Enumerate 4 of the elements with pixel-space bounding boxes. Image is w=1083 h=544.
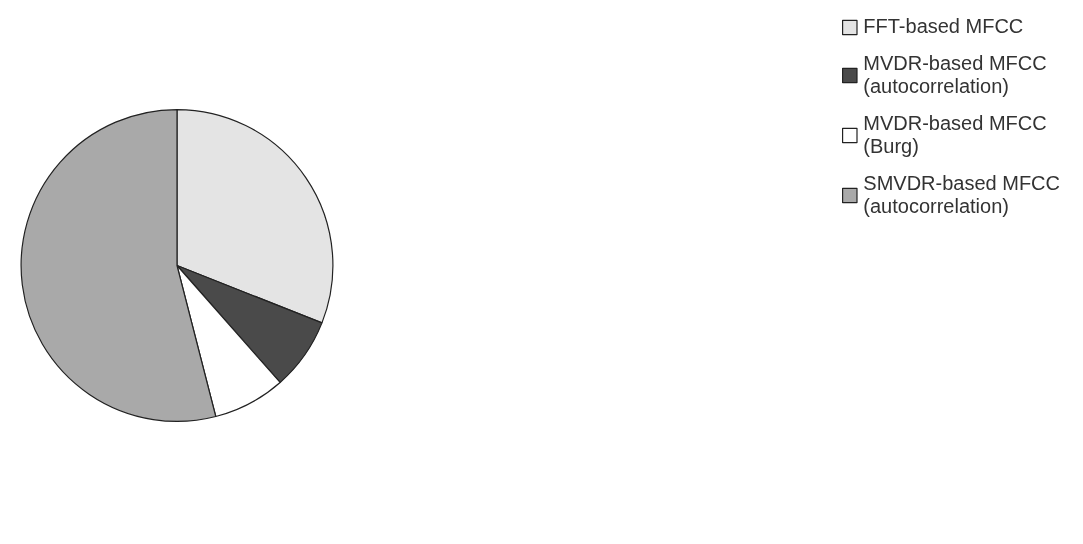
legend-label: FFT-based MFCC	[863, 15, 1024, 38]
legend-label: SMVDR-based MFCC (autocorrelation)	[863, 172, 1060, 218]
legend-label: MVDR-based MFCC (autocorrelation)	[863, 52, 1047, 98]
legend-label: MVDR-based MFCC (Burg)	[863, 112, 1047, 158]
